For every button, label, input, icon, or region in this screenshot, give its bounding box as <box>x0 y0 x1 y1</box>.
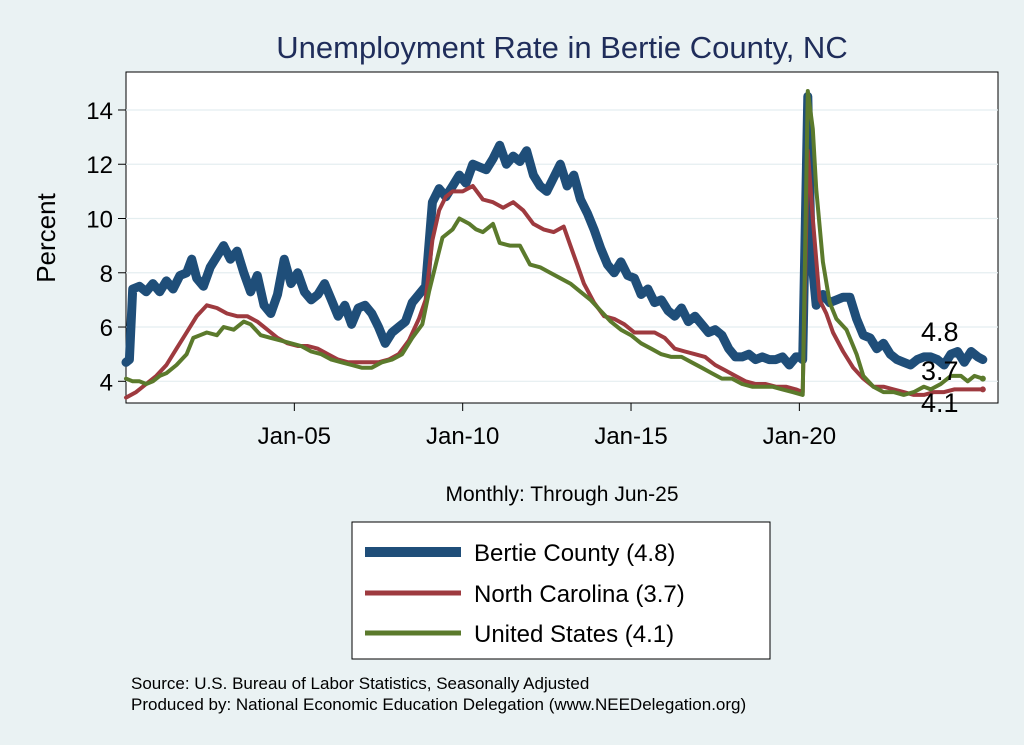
y-tick-label: 8 <box>100 261 113 288</box>
end-labels: 4.8 3.74.1 <box>921 317 959 418</box>
y-tick-label: 6 <box>100 315 113 342</box>
series-end-marker-united-states <box>979 375 986 382</box>
end-label: 4.8 <box>921 317 959 347</box>
x-tick-label: Jan-20 <box>763 423 836 450</box>
x-tick-label: Jan-05 <box>258 423 331 450</box>
series-line-bertie-county <box>121 91 988 370</box>
y-tick-label: 14 <box>86 98 113 125</box>
y-tick-label: 12 <box>86 152 113 179</box>
legend-label-united-states: United States (4.1) <box>474 621 674 648</box>
end-label: 3.7 <box>921 356 959 386</box>
series-lines <box>121 89 988 400</box>
series-line-united-states <box>124 89 985 397</box>
legend-label-north-carolina: North Carolina (3.7) <box>474 581 685 608</box>
y-axis: 4 6 8 10 12 14 <box>86 98 126 396</box>
chart-title: Unemployment Rate in Bertie County, NC <box>276 30 847 65</box>
x-tick-label: Jan-10 <box>426 423 499 450</box>
x-axis-title: Monthly: Through Jun-25 <box>445 483 678 506</box>
y-tick-label: 10 <box>86 207 113 234</box>
producer-note: Produced by: National Economic Education… <box>131 695 746 714</box>
legend: Bertie County (4.8) North Carolina (3.7) U… <box>351 521 771 660</box>
y-axis-title: Percent <box>31 192 61 282</box>
plot-area <box>125 71 999 404</box>
source-note: Source: U.S. Bureau of Labor Statistics,… <box>131 674 589 693</box>
end-label: 4.1 <box>921 388 959 418</box>
x-axis: Jan-05 Jan-10 Jan-15 Jan-20 <box>258 403 836 450</box>
series-end-marker-bertie-county <box>979 356 986 363</box>
y-tick-label: 4 <box>100 369 113 396</box>
legend-label-bertie-county: Bertie County (4.8) <box>474 540 675 567</box>
x-tick-label: Jan-15 <box>594 423 667 450</box>
series-end-marker-north-carolina <box>979 386 986 393</box>
